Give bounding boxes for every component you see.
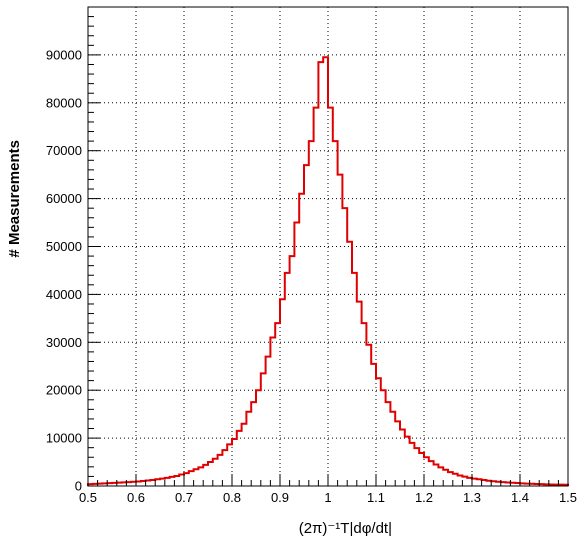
y-tick-label: 70000 xyxy=(46,143,82,158)
histogram-series xyxy=(87,56,569,486)
x-tick-label: 0.5 xyxy=(79,490,97,505)
y-tick-label: 30000 xyxy=(46,335,82,350)
y-tick-label: 90000 xyxy=(46,47,82,62)
y-axis-label: # Measurements xyxy=(6,140,23,258)
y-tick-label: 0 xyxy=(75,479,82,494)
y-tick-label: 40000 xyxy=(46,287,82,302)
x-tick-label: 1.5 xyxy=(559,490,577,505)
x-tick-label: 1.4 xyxy=(511,490,529,505)
y-tick-label: 20000 xyxy=(46,383,82,398)
x-tick-label: 0.9 xyxy=(271,490,289,505)
grid-lines xyxy=(88,7,568,486)
y-tick-label: 60000 xyxy=(46,191,82,206)
x-axis-label: (2π)⁻¹T|dφ/dt| xyxy=(299,520,392,537)
y-tick-label: 80000 xyxy=(46,95,82,110)
x-axis-ticks: 0.5 0.6 0.7 0.8 0.9 1 1.1 1.2 1.3 1.4 1.5 xyxy=(79,474,577,505)
x-tick-label: 1.2 xyxy=(415,490,433,505)
x-tick-label: 0.7 xyxy=(175,490,193,505)
y-tick-label: 10000 xyxy=(46,431,82,446)
x-tick-label: 0.6 xyxy=(127,490,145,505)
y-tick-label: 50000 xyxy=(46,239,82,254)
x-tick-label: 1.1 xyxy=(367,490,385,505)
y-axis-ticks: 0 10000 20000 30000 40000 50000 60000 70000 8000… xyxy=(46,16,100,494)
x-tick-label: 0.8 xyxy=(223,490,241,505)
x-tick-label: 1.3 xyxy=(463,490,481,505)
x-tick-label: 1 xyxy=(324,490,331,505)
